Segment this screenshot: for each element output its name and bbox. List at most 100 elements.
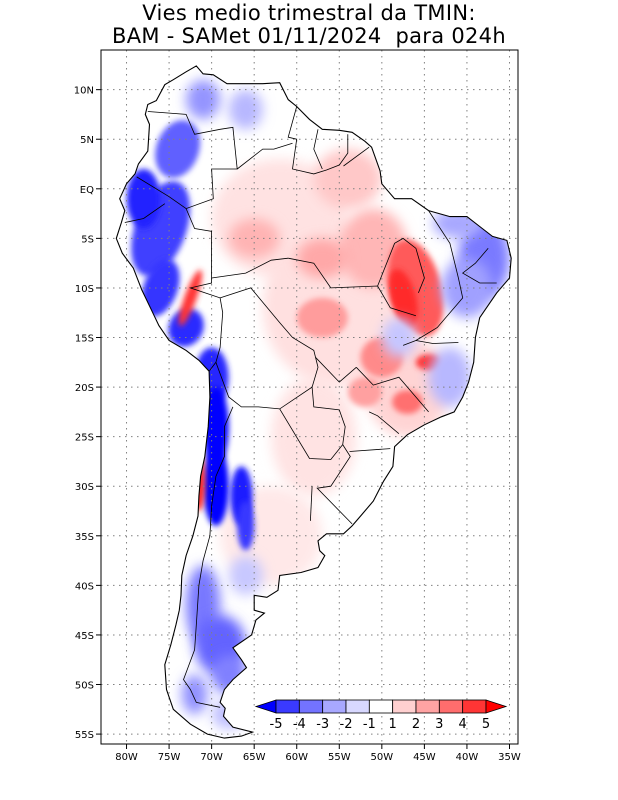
y-tick-label: 35S	[75, 532, 94, 543]
bias-blob	[178, 269, 203, 326]
colorbar-swatch	[275, 699, 300, 714]
bias-blob	[392, 390, 423, 414]
bias-blob	[347, 377, 382, 407]
bias-blob	[313, 149, 382, 209]
bias-blob	[126, 169, 161, 229]
border-line	[377, 237, 425, 294]
bias-blob	[237, 501, 255, 551]
y-tick-label: 15S	[75, 334, 94, 345]
colorbar-swatch	[322, 699, 347, 714]
colorbar-swatch	[392, 699, 417, 714]
colorbar-label: -2	[340, 717, 353, 732]
map-frame	[100, 49, 519, 745]
y-tick-label: 5N	[80, 135, 94, 146]
colorbar-label: 1	[389, 717, 397, 732]
colorbar-swatch	[298, 699, 324, 714]
title-line-2: BAM - SAMet 01/11/2024 para 024h	[112, 24, 506, 48]
border-line	[279, 387, 346, 460]
x-tick-label: 80W	[115, 752, 138, 763]
bias-blob	[228, 218, 280, 259]
bias-blob	[271, 377, 357, 497]
bias-blob	[228, 89, 263, 130]
y-tick-label: 40S	[75, 581, 94, 592]
x-tick-label: 35W	[498, 752, 521, 763]
bias-blob	[168, 308, 204, 347]
border-line	[330, 285, 417, 317]
bias-blob	[441, 258, 493, 318]
colorbar-label: 4	[459, 717, 467, 732]
colorbar-swatch	[462, 699, 487, 714]
border-line	[343, 146, 370, 167]
colorbar-swatch	[368, 699, 394, 714]
bias-blob	[296, 297, 348, 338]
bias-field-land	[116, 65, 512, 739]
bias-field	[116, 65, 512, 739]
bias-blob	[381, 317, 416, 358]
y-tick-label: 20S	[75, 383, 94, 394]
border-line	[316, 444, 353, 525]
colorbar-label: 3	[435, 717, 443, 732]
coastline	[115, 65, 512, 739]
colorbar-label: -1	[363, 717, 376, 732]
title-line-1: Vies medio trimestral da TMIN:	[142, 1, 476, 25]
colorbar-label: -5	[270, 717, 283, 732]
x-tick-label: 60W	[285, 752, 308, 763]
longitude-axis: 80W 75W 70W 65W 60W 55W 50W 45W 40W 35W	[115, 744, 521, 763]
colorbar-label: -4	[293, 717, 306, 732]
bias-blob	[211, 699, 246, 730]
x-tick-label: 40W	[456, 752, 479, 763]
bias-blob	[186, 79, 221, 120]
bias-blob	[296, 238, 348, 278]
colorbar-high-arrow	[485, 699, 508, 714]
y-tick-label: 45S	[75, 631, 94, 642]
y-tick-label: 5S	[81, 234, 94, 245]
border-line	[185, 208, 224, 372]
border-line	[124, 203, 166, 223]
colorbar-low-arrow	[254, 699, 277, 714]
border-line	[211, 257, 289, 279]
bias-blob	[211, 654, 246, 695]
colorbar-swatch	[438, 699, 464, 714]
colorbar-label: 5	[482, 717, 490, 732]
bias-blob	[181, 674, 208, 715]
bias-blob	[228, 555, 263, 596]
bias-blob	[141, 259, 180, 317]
border-line	[236, 142, 293, 170]
y-tick-label: EQ	[80, 185, 94, 196]
x-tick-label: 55W	[328, 752, 351, 763]
y-tick-label: 50S	[75, 681, 94, 692]
x-tick-label: 70W	[200, 752, 223, 763]
colorbar-label: 2	[412, 717, 420, 732]
x-tick-label: 75W	[158, 752, 181, 763]
bias-blob	[428, 347, 472, 407]
border-line	[310, 486, 313, 521]
y-tick-label: 30S	[75, 482, 94, 493]
border-line	[461, 248, 497, 284]
colorbar-swatch	[345, 699, 370, 714]
colorbar: -5 -4 -3 -2 -1 1 2 3 4 5	[254, 699, 508, 732]
border-line	[288, 257, 332, 289]
border-line	[183, 406, 234, 708]
latitude-axis: 10N 5N EQ 5S 10S 15S 20S 25S 30S 35S 40S 45S 50S 55S	[74, 86, 101, 741]
border-line	[356, 367, 429, 413]
border-line	[349, 448, 391, 452]
map-title: Vies medio trimestral da TMIN: BAM - SAM…	[0, 2, 618, 48]
border-line	[215, 287, 319, 410]
country-borders	[124, 106, 497, 708]
border-line	[313, 129, 323, 170]
border-line	[368, 411, 400, 435]
y-tick-label: 25S	[75, 433, 94, 444]
x-tick-label: 45W	[413, 752, 436, 763]
y-tick-label: 10S	[75, 284, 94, 295]
bias-blob	[388, 269, 418, 327]
border-line	[287, 106, 349, 175]
bias-blob	[155, 120, 201, 178]
y-tick-label: 55S	[75, 730, 94, 741]
colorbar-label: -3	[316, 717, 329, 732]
border-line	[415, 340, 459, 344]
x-tick-label: 50W	[371, 752, 394, 763]
y-tick-label: 10N	[74, 86, 94, 97]
x-tick-label: 65W	[243, 752, 266, 763]
border-line	[315, 357, 357, 383]
